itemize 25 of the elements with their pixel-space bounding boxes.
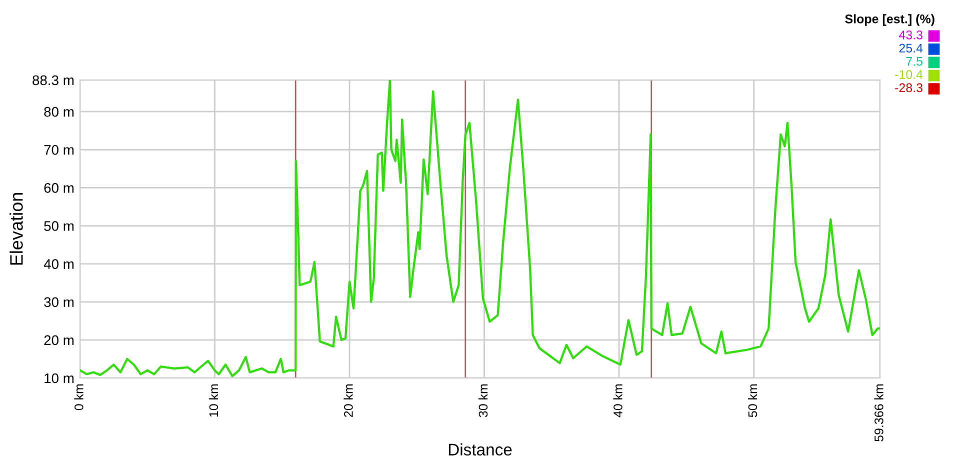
x-tick-label: 59.366 km	[874, 384, 884, 442]
line-series	[80, 80, 880, 378]
x-axis-title: Distance	[448, 443, 512, 456]
x-tick-label: 50 km	[748, 384, 758, 418]
x-tick-label: 0 km	[74, 384, 84, 410]
y-axis-title: Elevation	[10, 193, 23, 265]
y-tick-label: 50 m	[44, 221, 74, 231]
y-tick-label: 10 m	[44, 373, 74, 384]
y-tick-label: 70 m	[44, 144, 74, 155]
x-tick-label: 40 km	[613, 384, 622, 418]
color-bar-label: 43.3	[898, 30, 922, 40]
y-tick-label: 80 m	[44, 106, 74, 117]
x-tick-label: 10 km	[208, 384, 218, 417]
y-tick-label: 88.3 m	[32, 75, 74, 86]
color-bar-label: -10.4	[895, 70, 923, 79]
color-bar-label: -28.3	[895, 83, 922, 92]
y-tick-label: 40 m	[44, 259, 74, 269]
x-tick-label: 20 km	[344, 384, 353, 417]
y-tick-label: 20 m	[44, 335, 74, 346]
y-tick-label: 60 m	[44, 183, 74, 193]
color-bar-label: 25.4	[899, 44, 923, 53]
x-tick-label: 30 km	[478, 384, 488, 418]
color-bar-label: 7.5	[906, 57, 922, 66]
color-bar-title: Slope [est.] (%)	[845, 14, 934, 26]
y-tick-label: 30 m	[44, 297, 74, 308]
